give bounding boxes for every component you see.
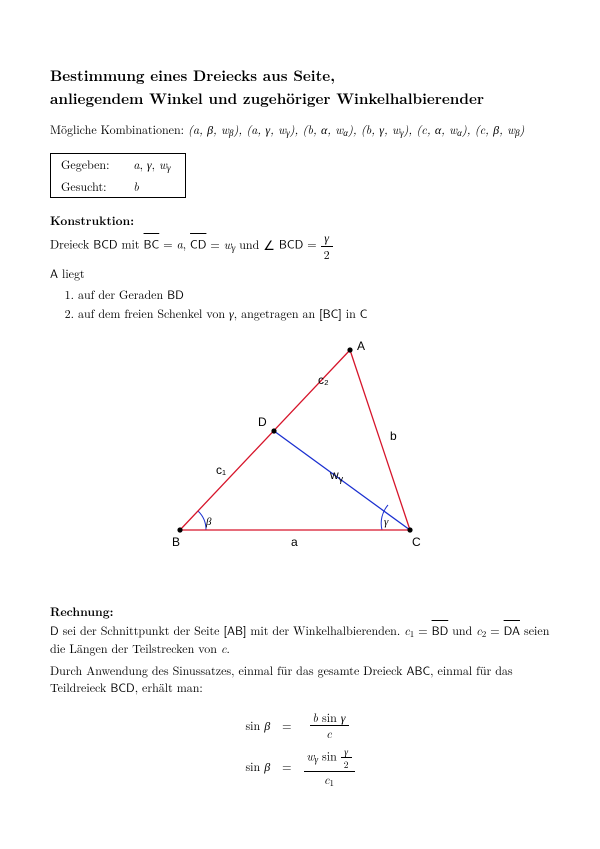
konstruktion-list: auf der Geraden BD auf dem freien Schenk… <box>78 286 550 322</box>
konstruktion-line2: A liegt <box>50 265 550 282</box>
sought-value: b <box>123 176 185 198</box>
label-edge-b: b <box>390 429 397 443</box>
label-c: C <box>412 535 421 549</box>
triangle-svg: A B C D a b c₁ c₂ wγ β γ <box>160 340 440 555</box>
table-row: Gesucht: b <box>51 176 186 198</box>
table-row: Gegeben: a, γ, wγ <box>51 153 186 176</box>
given-table: Gegeben: a, γ, wγ Gesucht: b <box>50 153 186 198</box>
equation-row: sin β = b sin γ c <box>239 711 360 740</box>
label-b: B <box>172 535 180 549</box>
title-line-1: Bestimmung eines Dreiecks aus Seite, <box>50 65 335 86</box>
given-label: Gegeben: <box>51 153 124 176</box>
triangle-figure: A B C D a b c₁ c₂ wγ β γ <box>50 340 550 555</box>
eq-sign: = <box>276 746 297 788</box>
beta-arc <box>198 511 206 530</box>
label-gamma: γ <box>384 516 389 528</box>
rechnung-para1: D sei der Schnittpunkt der Seite [AB] mi… <box>50 622 550 657</box>
point-b <box>177 527 182 532</box>
label-edge-c1: c₁ <box>216 463 226 477</box>
label-a: A <box>357 340 365 353</box>
eq2-rhs: wγ sin γ2 c1 <box>298 746 361 788</box>
list-item: auf dem freien Schenkel von γ, angetrage… <box>78 305 550 322</box>
point-c <box>407 527 412 532</box>
label-edge-w: wγ <box>329 468 344 484</box>
point-d <box>271 428 276 433</box>
label-beta: β <box>205 516 212 528</box>
given-value: a, γ, wγ <box>123 153 185 176</box>
rechnung-para2: Durch Anwendung des Sinussatzes, einmal … <box>50 662 550 697</box>
point-a <box>347 347 352 352</box>
combos-line: Mögliche Kombinationen: (a, β, wβ), (a, … <box>50 121 550 139</box>
equation-row: sin β = wγ sin γ2 c1 <box>239 746 360 788</box>
page-title: Bestimmung eines Dreiecks aus Seite, anl… <box>50 64 550 111</box>
combos-label: Mögliche Kombinationen: <box>50 121 188 138</box>
label-d: D <box>258 415 267 429</box>
label-edge-a: a <box>291 535 298 549</box>
edge-b <box>350 350 410 530</box>
list-item: auf der Geraden BD <box>78 286 550 303</box>
equation-block: sin β = b sin γ c sin β = wγ sin γ2 c1 <box>50 711 550 788</box>
sought-label: Gesucht: <box>51 176 124 198</box>
eq1-rhs: b sin γ c <box>298 711 361 740</box>
title-line-2: anliegendem Winkel und zugehöriger Winke… <box>50 88 484 109</box>
section-rechnung-title: Rechnung: <box>50 603 550 620</box>
eq1-lhs: sin β <box>239 711 276 740</box>
eq-sign: = <box>276 711 297 740</box>
konstruktion-line1: Dreieck BCD mit BC = a, CD = wγ und ∠ BC… <box>50 231 550 260</box>
section-konstruktion-title: Konstruktion: <box>50 212 550 229</box>
label-edge-c2: c₂ <box>318 373 329 387</box>
eq2-lhs: sin β <box>239 746 276 788</box>
